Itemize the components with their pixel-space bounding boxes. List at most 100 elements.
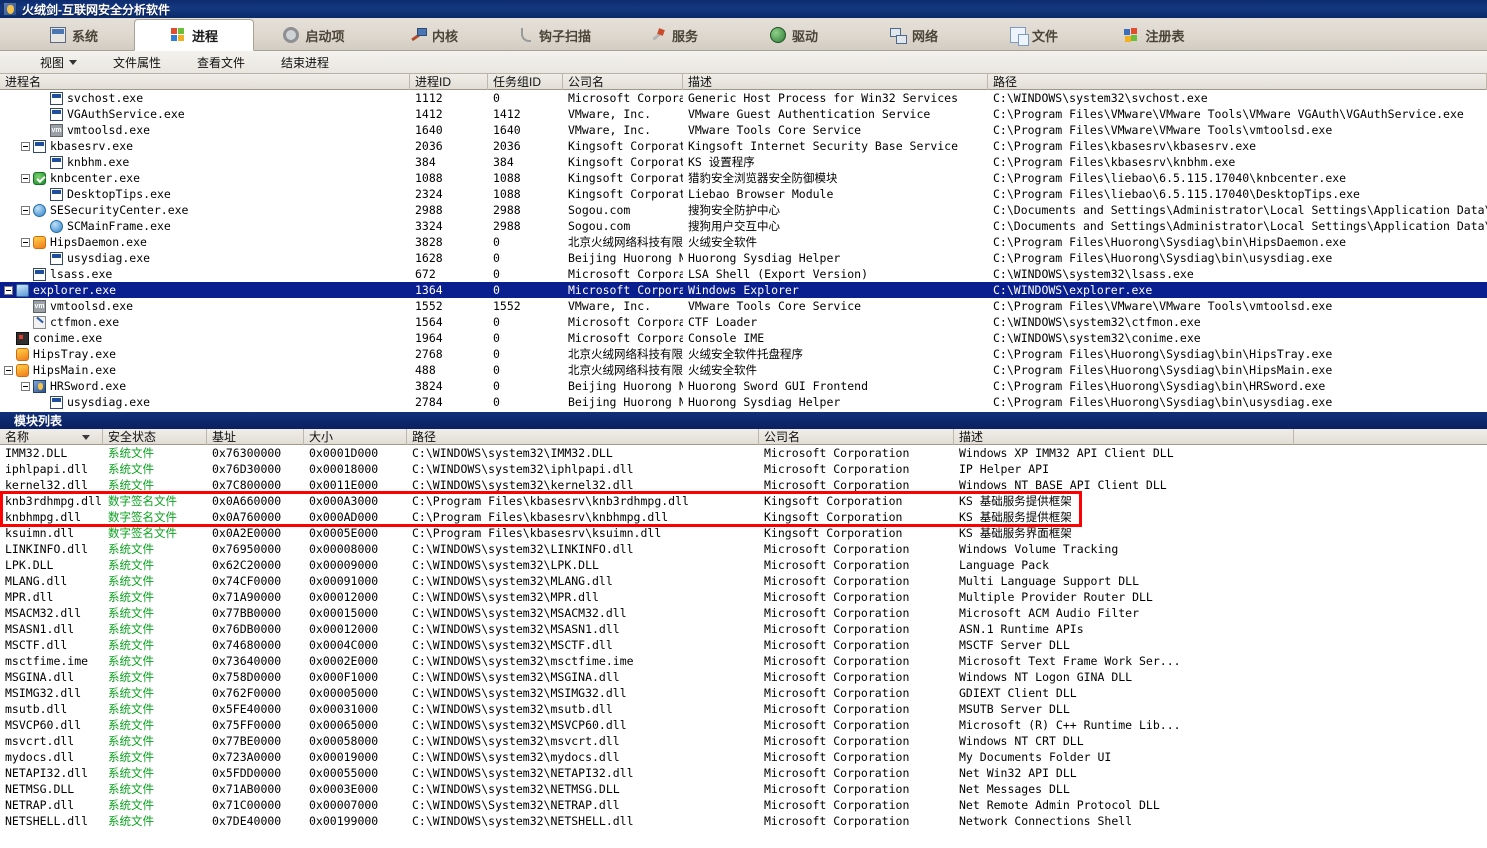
process-row[interactable]: VGAuthService.exe 1412 1412 VMware, Inc. VMw… — [0, 106, 1487, 122]
process-name-cell: svchost.exe — [0, 90, 410, 106]
description-cell: KS 设置程序 — [688, 155, 755, 169]
process-row[interactable]: usysdiag.exe 1628 0 Beijing Huorong Netwo..… — [0, 250, 1487, 266]
process-row[interactable]: knbhm.exe 384 384 Kingsoft Corporation KS 设置… — [0, 154, 1487, 170]
module-grid-header[interactable]: 名称 安全状态 基址 大小 路径 公司名 描述 — [0, 428, 1487, 445]
module-row[interactable]: msctfime.ime 系统文件 0x73640000 0x0002E000 C:\W… — [0, 653, 1487, 669]
tree-collapse-icon[interactable] — [21, 381, 30, 391]
column-header-基址[interactable]: 基址 — [207, 428, 304, 445]
column-header-公司名[interactable]: 公司名 — [759, 428, 954, 445]
module-row[interactable]: LINKINFO.dll 系统文件 0x76950000 0x00008000 C:\W… — [0, 541, 1487, 557]
process-name-cell: HipsTray.exe — [0, 346, 410, 362]
toolbar-视图[interactable]: 视图 — [22, 52, 95, 73]
module-row[interactable]: MSCTF.dll 系统文件 0x74680000 0x0004C000 C:\WIND… — [0, 637, 1487, 653]
module-row[interactable]: MSGINA.dll 系统文件 0x758D0000 0x000F1000 C:\WIN… — [0, 669, 1487, 685]
tree-collapse-icon[interactable] — [21, 205, 30, 215]
module-row[interactable]: mydocs.dll 系统文件 0x723A0000 0x00019000 C:\WIN… — [0, 749, 1487, 765]
description-cell: LSA Shell (Export Version) — [688, 267, 869, 281]
module-row[interactable]: NETMSG.DLL 系统文件 0x71AB0000 0x0003E000 C:\WIN… — [0, 781, 1487, 797]
module-row[interactable]: IMM32.DLL 系统文件 0x76300000 0x0001D000 C:\WIND… — [0, 445, 1487, 461]
module-row[interactable]: NETRAP.dll 系统文件 0x71C00000 0x00007000 C:\WIN… — [0, 797, 1487, 813]
column-header-进程ID[interactable]: 进程ID — [410, 73, 488, 90]
module-row[interactable]: LPK.DLL 系统文件 0x62C20000 0x00009000 C:\WINDOW… — [0, 557, 1487, 573]
tree-collapse-icon[interactable] — [21, 141, 30, 151]
tab-服务[interactable]: 服务 — [614, 20, 734, 50]
module-row[interactable]: MSIMG32.dll 系统文件 0x762F0000 0x00005000 C:\WI… — [0, 685, 1487, 701]
process-row[interactable]: HipsMain.exe 488 0 北京火绒网络科技有限公司火绒安全软件 C:\Pro… — [0, 362, 1487, 378]
process-name-cell: ctfmon.exe — [0, 314, 410, 330]
module-size-cell: 0x0005E000 — [309, 526, 379, 540]
column-header-公司名[interactable]: 公司名 — [563, 73, 683, 90]
process-row[interactable]: lsass.exe 672 0 Microsoft Corporation LSA Sh… — [0, 266, 1487, 282]
column-header-进程名[interactable]: 进程名 — [0, 73, 410, 90]
module-row[interactable]: MPR.dll 系统文件 0x71A90000 0x00012000 C:\WINDOW… — [0, 589, 1487, 605]
module-row[interactable]: knbhmpg.dll 数字签名文件 0x0A760000 0x000AD000 C:\… — [0, 509, 1487, 525]
tree-collapse-icon[interactable] — [4, 365, 13, 375]
process-row[interactable]: SESecurityCenter.exe 2988 2988 Sogou.com 搜狗安… — [0, 202, 1487, 218]
tab-label: 系统 — [71, 28, 98, 44]
toolbar-文件属性[interactable]: 文件属性 — [95, 52, 179, 73]
process-row[interactable]: ctfmon.exe 1564 0 Microsoft Corporation CTF … — [0, 314, 1487, 330]
process-row[interactable]: HRSword.exe 3824 0 Beijing Huorong Netwo...… — [0, 378, 1487, 394]
column-header-安全状态[interactable]: 安全状态 — [103, 428, 207, 445]
module-row[interactable]: NETSHELL.dll 系统文件 0x7DE40000 0x00199000 C:\W… — [0, 813, 1487, 829]
module-path-cell: C:\WINDOWS\system32\MSGINA.dll — [412, 670, 620, 684]
module-row[interactable]: MSASN1.dll 系统文件 0x76DB0000 0x00012000 C:\WIN… — [0, 621, 1487, 637]
tab-钩子扫描[interactable]: 钩子扫描 — [494, 20, 614, 50]
module-row[interactable]: msvcrt.dll 系统文件 0x77BE0000 0x00058000 C:\WIN… — [0, 733, 1487, 749]
process-row[interactable]: vm vmtoolsd.exe 1552 1552 VMware, Inc. VMware… — [0, 298, 1487, 314]
toolbar-查看文件[interactable]: 查看文件 — [179, 52, 263, 73]
process-row[interactable]: knbcenter.exe 1088 1088 Kingsoft Corporatio… — [0, 170, 1487, 186]
module-description-cell: Net Messages DLL — [959, 782, 1070, 796]
main-tab-bar[interactable]: 系统 进程 启动项 内核 钩子扫描 服务 驱动 网络 文件 注册表 — [0, 18, 1487, 51]
tab-注册表[interactable]: 注册表 — [1094, 20, 1214, 50]
column-header-名称[interactable]: 名称 — [0, 428, 103, 445]
tab-驱动[interactable]: 驱动 — [734, 20, 854, 50]
module-row[interactable]: knb3rdhmpg.dll 数字签名文件 0x0A660000 0x000A3000… — [0, 493, 1487, 509]
module-list[interactable]: IMM32.DLL 系统文件 0x76300000 0x0001D000 C:\WIND… — [0, 445, 1487, 829]
hammer-icon — [410, 27, 427, 43]
process-row[interactable]: vm vmtoolsd.exe 1640 1640 VMware, Inc. VMware… — [0, 122, 1487, 138]
process-row[interactable]: conime.exe 1964 0 Microsoft Corporation Cons… — [0, 330, 1487, 346]
company-name-cell: Kingsoft Corporation — [568, 187, 683, 201]
toolbar-结束进程[interactable]: 结束进程 — [263, 52, 347, 73]
module-row[interactable]: ksuimn.dll 数字签名文件 0x0A2E0000 0x0005E000 C:\P… — [0, 525, 1487, 541]
process-row[interactable]: explorer.exe 1364 0 Microsoft Corporation Wi… — [0, 282, 1487, 298]
column-header-任务组ID[interactable]: 任务组ID — [488, 73, 563, 90]
column-header-描述[interactable]: 描述 — [954, 428, 1294, 445]
module-row[interactable]: MLANG.dll 系统文件 0x74CF0000 0x00091000 C:\WIND… — [0, 573, 1487, 589]
column-header-路径[interactable]: 路径 — [988, 73, 1487, 90]
module-description-cell: Microsoft (R) C++ Runtime Lib... — [959, 718, 1181, 732]
tab-系统[interactable]: 系统 — [14, 20, 134, 50]
tab-进程[interactable]: 进程 — [134, 19, 254, 51]
module-row[interactable]: MSACM32.dll 系统文件 0x77BB0000 0x00015000 C:\WI… — [0, 605, 1487, 621]
module-row[interactable]: MSVCP60.dll 系统文件 0x75FF0000 0x00065000 C:\WI… — [0, 717, 1487, 733]
module-row[interactable]: iphlpapi.dll 系统文件 0x76D30000 0x00018000 C:\W… — [0, 461, 1487, 477]
module-company-cell: Microsoft Corporation — [764, 686, 910, 700]
process-row[interactable]: DesktopTips.exe 2324 1088 Kingsoft Corporat… — [0, 186, 1487, 202]
process-toolbar[interactable]: 视图 文件属性 查看文件 结束进程 — [0, 51, 1487, 74]
module-row[interactable]: kernel32.dll 系统文件 0x7C800000 0x0011E000 C:\W… — [0, 477, 1487, 493]
column-header-路径[interactable]: 路径 — [407, 428, 759, 445]
tab-启动项[interactable]: 启动项 — [254, 20, 374, 50]
process-row[interactable]: kbasesrv.exe 2036 2036 Kingsoft Corporation… — [0, 138, 1487, 154]
process-list[interactable]: svchost.exe 1112 0 Microsoft Corporation Gen… — [0, 90, 1487, 411]
module-row[interactable]: NETAPI32.dll 系统文件 0x5FDD0000 0x00055000 C:\W… — [0, 765, 1487, 781]
process-row[interactable]: HipsTray.exe 2768 0 北京火绒网络科技有限公司火绒安全软件托盘程序 C… — [0, 346, 1487, 362]
module-row[interactable]: msutb.dll 系统文件 0x5FE40000 0x00031000 C:\WIND… — [0, 701, 1487, 717]
file-path-cell: C:\Program Files\Huorong\Sysdiag\bin\usy… — [993, 251, 1333, 265]
process-row[interactable]: SCMainFrame.exe 3324 2988 Sogou.com 搜狗用户交互中心… — [0, 218, 1487, 234]
security-status-cell: 系统文件 — [108, 654, 154, 668]
process-row[interactable]: usysdiag.exe 2784 0 Beijing Huorong Netwo..… — [0, 394, 1487, 410]
process-row[interactable]: svchost.exe 1112 0 Microsoft Corporation Gen… — [0, 90, 1487, 106]
tab-内核[interactable]: 内核 — [374, 20, 494, 50]
tab-网络[interactable]: 网络 — [854, 20, 974, 50]
column-header-大小[interactable]: 大小 — [304, 428, 407, 445]
tab-文件[interactable]: 文件 — [974, 20, 1094, 50]
process-grid-header[interactable]: 进程名 进程ID 任务组ID 公司名 描述 路径 — [0, 73, 1487, 90]
module-company-cell: Microsoft Corporation — [764, 462, 910, 476]
process-row[interactable]: HipsDaemon.exe 3828 0 北京火绒网络科技有限公司火绒安全软件 C:\… — [0, 234, 1487, 250]
column-header-描述[interactable]: 描述 — [683, 73, 988, 90]
tree-collapse-icon[interactable] — [4, 285, 13, 295]
tree-collapse-icon[interactable] — [21, 173, 30, 183]
tree-collapse-icon[interactable] — [21, 237, 30, 247]
